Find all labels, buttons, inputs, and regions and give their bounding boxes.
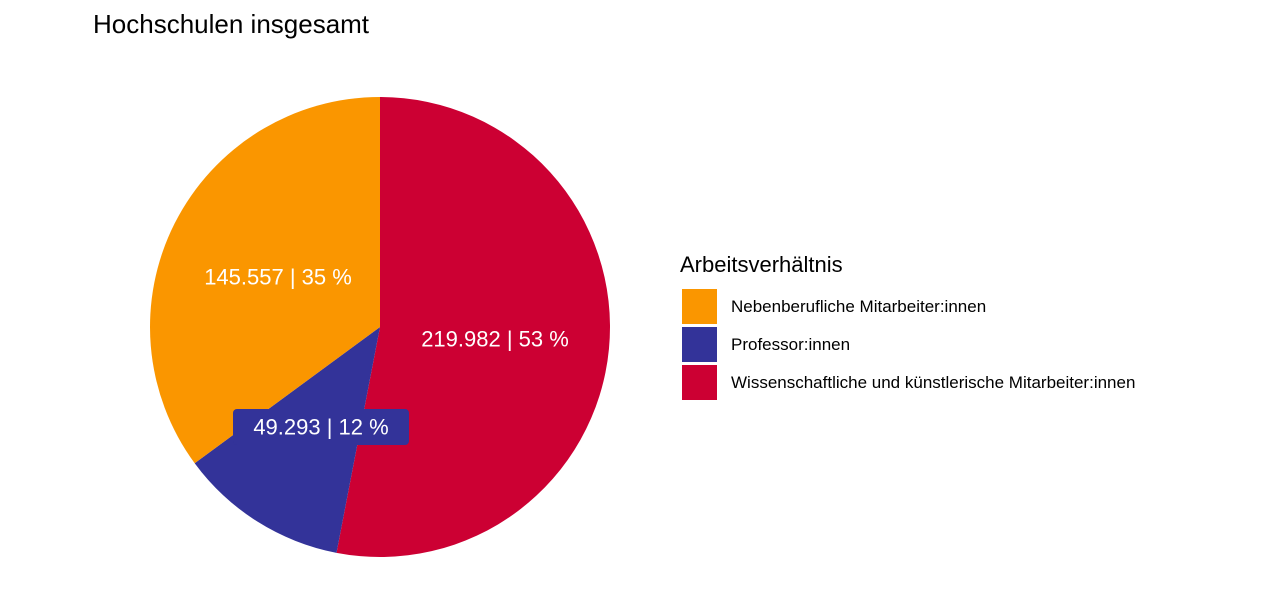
chart-title: Hochschulen insgesamt — [93, 9, 370, 39]
data-label: 219.982 | 53 % — [421, 327, 569, 352]
legend-swatch — [682, 327, 717, 362]
legend-swatch — [682, 365, 717, 400]
data-label-box — [233, 409, 409, 445]
legend-label: Professor:innen — [731, 335, 851, 354]
legend: Arbeitsverhältnis Nebenberufliche Mitarb… — [680, 252, 1135, 403]
legend-item-wissenschaftliche: Wissenschaftliche und künstlerische Mita… — [680, 365, 1135, 403]
legend-title: Arbeitsverhältnis — [680, 252, 843, 277]
legend-swatch — [682, 289, 717, 324]
legend-items: Nebenberufliche Mitarbeiter:innen Profes… — [680, 289, 1135, 403]
legend-label: Nebenberufliche Mitarbeiter:innen — [731, 297, 987, 316]
legend-label: Wissenschaftliche und künstlerische Mita… — [731, 373, 1136, 392]
pie-labels: 219.982 | 53 % 49.293 | 12 % 145.557 | 35 … — [204, 265, 569, 445]
data-label: 49.293 | 12 % — [253, 415, 388, 440]
data-label: 145.557 | 35 % — [204, 265, 352, 290]
legend-item-nebenberufliche: Nebenberufliche Mitarbeiter:innen — [680, 289, 986, 327]
legend-item-professor: Professor:innen — [680, 327, 850, 365]
pie-slice — [150, 96, 380, 464]
